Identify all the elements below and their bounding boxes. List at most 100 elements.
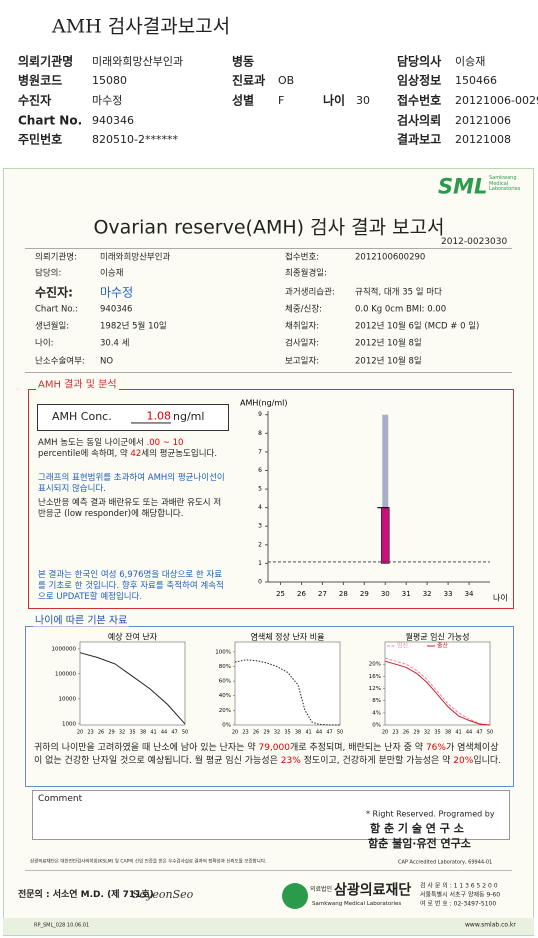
x-tick-label: 34	[465, 590, 474, 598]
text-part: 76%	[425, 743, 446, 753]
rule	[25, 870, 512, 871]
doctor: 전문의 : 서소연 M.D. (제 711호)	[18, 890, 154, 901]
text-part: 20%	[453, 755, 474, 766]
y-tick-label: 10000	[59, 696, 77, 702]
y-tick-label: 100000	[55, 671, 76, 677]
x-tick-label: 44	[316, 730, 322, 736]
logo-sub-line: Medical	[489, 180, 509, 187]
legend-label: 출산	[437, 642, 449, 650]
analysis-text: 난소반응 예측 결과 배란유도 또는 과배란 유도시 저반응군 (low res…	[38, 498, 222, 520]
x-tick-label: 35	[129, 730, 135, 736]
x-tick-label: 23	[242, 730, 248, 736]
y-tick-label: 12%	[369, 686, 381, 692]
comment-box	[32, 790, 510, 840]
y-tick-label: 100%	[215, 649, 231, 655]
x-tick-label: 32	[423, 590, 432, 598]
info-value: 940346	[100, 304, 133, 315]
info-label: 접수번호:	[285, 252, 320, 263]
y-tick-label: 4	[258, 504, 262, 511]
chart-title: 염색체 정상 난자 비율	[251, 632, 325, 642]
upper-range	[382, 414, 389, 508]
field-label: 수진자	[18, 93, 52, 108]
field-label: 주민번호	[18, 132, 63, 147]
text-part: .00 ~ 10	[146, 438, 184, 448]
text-part: 귀하의 나이만을 고려하였을 때 난소에 남아 있는 난자는 약	[34, 743, 259, 753]
logo-sub: Samkwang Medical Laboratories	[489, 175, 521, 193]
x-tick-label: 38	[140, 730, 146, 736]
field-label: Chart No.	[18, 113, 83, 128]
x-axis-label: 나이	[493, 593, 508, 603]
form-no: RP_SML_028 10.06.01	[34, 922, 90, 929]
header-title: AMH 검사결과보고서	[52, 15, 231, 38]
field-label: 병원코드	[18, 73, 63, 88]
x-tick-label: 32	[274, 730, 280, 736]
section-title: AMH 결과 및 분석	[36, 379, 119, 391]
rule	[25, 372, 512, 373]
conc-box	[37, 404, 229, 431]
x-tick-label: 30	[381, 590, 390, 598]
x-tick-label: 26	[403, 730, 409, 736]
y-tick-label: 60%	[219, 679, 231, 685]
conc-value: 1.08	[131, 410, 171, 424]
url: www.smlab.co.kr	[465, 921, 516, 929]
x-tick-label: 32	[119, 730, 125, 736]
info-value: 규칙적, 대개 35 일 마다	[355, 287, 442, 298]
section-title: 나이에 따른 기본 자료	[33, 615, 130, 627]
y-axis-label: AMH(ng/ml)	[240, 399, 288, 408]
text-part: 79,000	[258, 743, 290, 753]
conc-unit: ng/ml	[173, 409, 205, 423]
x-tick-label: 27	[318, 590, 327, 598]
x-tick-label: 29	[108, 730, 114, 736]
logo-sub-line: Laboratories	[489, 186, 521, 192]
report-title: Ovarian reserve(AMH) 검사 결과 보고서	[93, 216, 445, 239]
line	[384, 657, 491, 726]
x-tick-label: 25	[276, 590, 285, 598]
y-tick-label: 6	[258, 467, 262, 474]
comment-label: Comment	[38, 794, 83, 805]
info-label: 채취일자:	[285, 321, 320, 332]
info-value: 마수정	[100, 285, 134, 300]
y-tick-label: 2	[258, 541, 262, 548]
info-label: 체중/신장:	[285, 304, 323, 315]
info-label: 생년월일:	[35, 321, 70, 332]
x-tick-label: 41	[455, 730, 461, 736]
x-tick-label: 47	[171, 730, 177, 736]
x-tick-label: 33	[444, 590, 453, 598]
y-tick-label: 0%	[372, 723, 381, 729]
cap: CAP Accredited Laboratory, 69944-01	[398, 859, 493, 866]
field-value: 마수정	[92, 93, 123, 107]
x-tick-label: 29	[360, 590, 369, 598]
info-value: 0.0 Kg 0cm BMI: 0.00	[355, 304, 447, 315]
y-tick-label: 20%	[219, 708, 231, 714]
credit: 함춘 불임·유전 연구소	[368, 836, 471, 850]
field-value: 이승재	[455, 54, 486, 68]
org-icon	[282, 883, 308, 909]
info-value: 2012년 10월 8일	[355, 356, 422, 367]
info-label: 검사일자:	[285, 338, 320, 349]
x-tick-label: 20	[232, 730, 238, 736]
x-tick-label: 47	[476, 730, 482, 736]
info-label: Chart No.:	[35, 304, 79, 315]
doc-no: 2012-0023030	[441, 237, 508, 248]
y-tick-label: 20%	[369, 662, 381, 668]
info-label: 보고일자:	[285, 356, 320, 367]
text-part: 입니다.	[473, 755, 502, 766]
x-tick-label: 23	[87, 730, 93, 736]
text-part: AMH 농도는 동일 나이군에서	[38, 438, 147, 448]
x-tick-label: 32	[424, 730, 430, 736]
summary-text: 귀하의 나이만을 고려하였을 때 난소에 남아 있는 난자는 약 79,000개…	[34, 742, 504, 767]
x-tick-label: 50	[337, 730, 343, 736]
x-tick-label: 41	[305, 730, 311, 736]
field-label: 성별	[232, 93, 255, 108]
lower-range	[380, 507, 390, 564]
field-value: 미래와희망산부인과	[92, 54, 184, 68]
y-tick-label: 8	[258, 430, 262, 437]
y-tick-label: 40%	[219, 693, 231, 699]
field-value: 820510-2******	[92, 132, 178, 146]
info-value: 2012년 10월 8일	[355, 338, 422, 349]
signature: SoyeonSeo	[132, 887, 194, 901]
field-value: 940346	[92, 113, 134, 127]
line	[79, 652, 186, 725]
text-part: 세의 평균농도입니다.	[141, 449, 218, 460]
